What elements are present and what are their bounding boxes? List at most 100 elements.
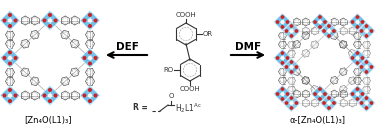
Text: OR: OR (203, 31, 213, 37)
Circle shape (54, 19, 57, 22)
Circle shape (14, 57, 17, 59)
Circle shape (3, 94, 6, 97)
Circle shape (365, 102, 368, 104)
Circle shape (49, 100, 51, 102)
Circle shape (83, 19, 86, 22)
Circle shape (3, 19, 6, 22)
Circle shape (323, 102, 325, 104)
Circle shape (290, 71, 293, 73)
Circle shape (365, 107, 368, 109)
Circle shape (9, 25, 11, 27)
Circle shape (290, 97, 293, 99)
Circle shape (49, 94, 52, 97)
Circle shape (290, 35, 293, 37)
Circle shape (351, 93, 354, 95)
Circle shape (281, 88, 284, 90)
Circle shape (290, 66, 293, 68)
Text: α-[Zn₄O(L1)₃]: α-[Zn₄O(L1)₃] (290, 115, 346, 124)
Circle shape (89, 19, 92, 22)
Circle shape (286, 57, 289, 59)
Circle shape (356, 52, 359, 54)
Text: O: O (168, 93, 174, 99)
Circle shape (324, 21, 326, 23)
Circle shape (360, 102, 363, 104)
Polygon shape (320, 22, 338, 40)
Circle shape (281, 98, 284, 100)
Circle shape (328, 35, 330, 37)
Circle shape (89, 14, 91, 16)
Circle shape (314, 93, 316, 95)
Polygon shape (80, 48, 100, 68)
Circle shape (365, 61, 368, 63)
Circle shape (83, 94, 86, 97)
Circle shape (356, 21, 359, 23)
Circle shape (328, 97, 330, 99)
Circle shape (356, 88, 359, 90)
Circle shape (281, 57, 284, 59)
Circle shape (324, 93, 326, 95)
Circle shape (328, 30, 330, 32)
Circle shape (290, 61, 293, 63)
Circle shape (9, 57, 12, 59)
Polygon shape (311, 13, 329, 31)
Circle shape (94, 57, 97, 59)
Circle shape (89, 89, 91, 91)
Circle shape (14, 94, 17, 97)
Circle shape (94, 94, 97, 97)
Circle shape (365, 71, 368, 73)
Circle shape (9, 19, 12, 22)
Polygon shape (273, 49, 291, 67)
Circle shape (281, 26, 284, 28)
Circle shape (9, 51, 11, 54)
Circle shape (314, 21, 316, 23)
Circle shape (14, 19, 17, 22)
Circle shape (319, 88, 321, 90)
Circle shape (333, 102, 335, 104)
Circle shape (295, 102, 297, 104)
Polygon shape (0, 11, 20, 30)
Text: [Zn₄O(L1)₃]: [Zn₄O(L1)₃] (24, 115, 72, 124)
Circle shape (9, 100, 11, 102)
Circle shape (290, 102, 293, 104)
Circle shape (356, 93, 359, 95)
Circle shape (290, 30, 293, 32)
Circle shape (365, 35, 368, 37)
Polygon shape (357, 22, 375, 40)
Circle shape (370, 30, 372, 32)
Circle shape (328, 25, 330, 27)
Text: R =: R = (133, 103, 148, 113)
Polygon shape (357, 58, 375, 76)
Circle shape (356, 62, 359, 64)
Polygon shape (348, 49, 366, 67)
Circle shape (370, 66, 372, 68)
Circle shape (43, 94, 46, 97)
Circle shape (328, 102, 330, 104)
Circle shape (89, 51, 91, 54)
Circle shape (365, 25, 368, 27)
Circle shape (319, 98, 321, 100)
Circle shape (319, 93, 321, 95)
Circle shape (333, 30, 335, 32)
Text: COOH: COOH (176, 12, 196, 18)
Circle shape (319, 21, 321, 23)
Circle shape (290, 25, 293, 27)
Circle shape (361, 21, 364, 23)
Circle shape (285, 102, 288, 104)
Text: DMF: DMF (235, 42, 261, 52)
Circle shape (83, 57, 86, 59)
Circle shape (356, 16, 359, 18)
Polygon shape (282, 94, 300, 112)
Polygon shape (80, 11, 100, 30)
Circle shape (281, 52, 284, 54)
Polygon shape (40, 86, 60, 105)
Circle shape (276, 21, 279, 23)
Circle shape (328, 107, 330, 109)
Circle shape (281, 16, 284, 18)
Circle shape (365, 30, 368, 32)
Polygon shape (320, 94, 338, 112)
Polygon shape (348, 13, 366, 31)
Text: RO: RO (163, 67, 173, 73)
Circle shape (276, 57, 279, 59)
Polygon shape (357, 94, 375, 112)
Circle shape (89, 25, 91, 27)
